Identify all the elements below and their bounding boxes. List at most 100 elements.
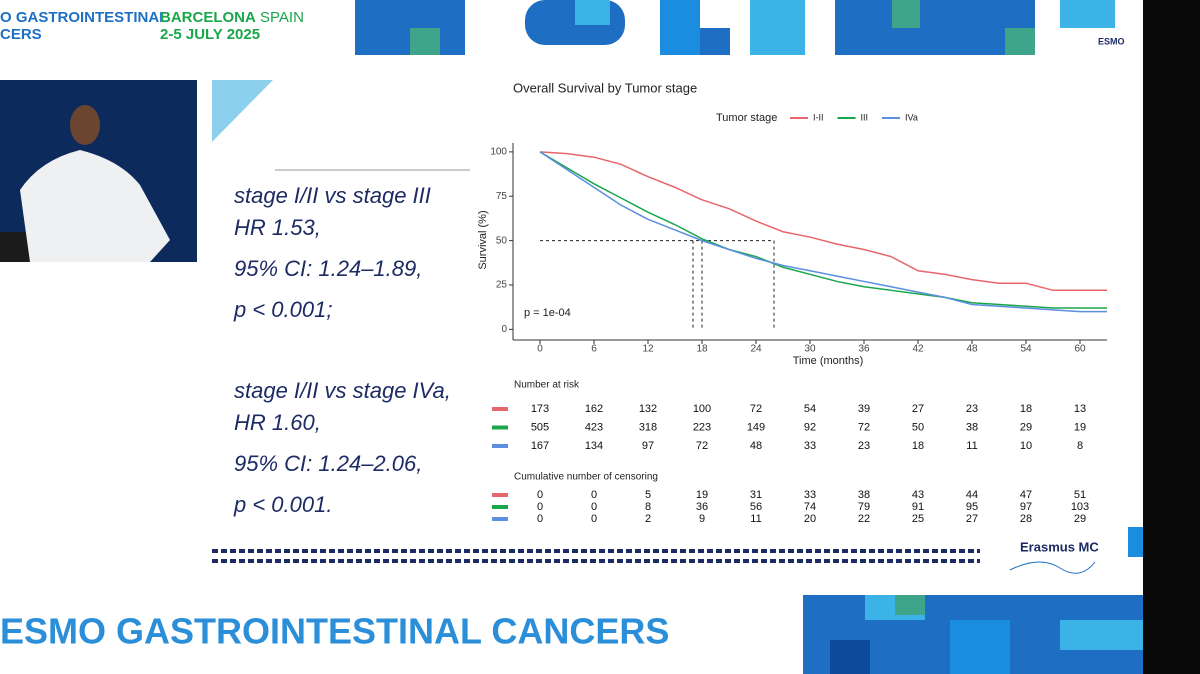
table-cell: 48 [750, 440, 762, 452]
legend-label: IVa [905, 112, 918, 122]
table-cell: 0 [537, 513, 543, 525]
table-cell: 54 [804, 403, 816, 415]
table-cell: 97 [642, 440, 654, 452]
table-cell: 23 [966, 403, 978, 415]
table-cell: 13 [1074, 403, 1086, 415]
table-cell: 2 [645, 513, 651, 525]
stat-line: HR 1.53, [234, 215, 321, 240]
institution: Erasmus MC [1020, 539, 1099, 554]
y-tick-label: 0 [501, 324, 507, 335]
country: SPAIN [260, 9, 304, 26]
table-cell: 25 [912, 513, 924, 525]
table-cell: 22 [858, 513, 870, 525]
decor [1128, 527, 1143, 557]
table-cell: 9 [699, 513, 705, 525]
table-cell: 11 [750, 513, 761, 525]
dates: 2-5 JULY 2025 [160, 26, 260, 43]
table-cell: 19 [696, 489, 708, 501]
table-cell: 103 [1071, 501, 1089, 513]
table-cell: 47 [1020, 489, 1032, 501]
table-cell: 0 [537, 501, 543, 513]
x-tick-label: 30 [804, 344, 816, 355]
x-tick-label: 60 [1074, 344, 1086, 355]
table-cell: 31 [750, 489, 762, 501]
table-cell: 38 [966, 421, 978, 433]
table-cell: 8 [1077, 440, 1083, 452]
footer-banner: ESMO GASTROINTESTINAL CANCERS [0, 611, 669, 652]
y-tick-label: 50 [496, 235, 508, 246]
table-cell: 167 [531, 440, 549, 452]
signature [1009, 561, 1096, 574]
table-cell: 91 [912, 501, 924, 513]
chart-title: Overall Survival by Tumor stage [513, 80, 697, 95]
x-tick-label: 42 [912, 344, 924, 355]
x-tick-label: 18 [696, 344, 708, 355]
x-tick-label: 12 [642, 344, 654, 355]
y-axis-label: Survival (%) [477, 210, 489, 269]
table-cell: 97 [1020, 501, 1032, 513]
legend-label: III [861, 112, 869, 122]
annotation: p = 1e-04 [524, 307, 571, 319]
stat-line: stage I/II vs stage IVa, [234, 378, 451, 403]
table-cell: 74 [804, 501, 816, 513]
table-cell: 50 [912, 421, 924, 433]
table-cell: 72 [696, 440, 708, 452]
table-cell: 18 [1020, 403, 1032, 415]
stat-line: HR 1.60, [234, 410, 321, 435]
x-tick-label: 48 [966, 344, 978, 355]
table-cell: 423 [585, 421, 603, 433]
city: BARCELONA [160, 9, 256, 26]
speaker-video [0, 80, 197, 262]
table-cell: 43 [912, 489, 924, 501]
table-cell: 173 [531, 403, 549, 415]
x-tick-label: 54 [1020, 344, 1032, 355]
legend-label: I-II [813, 112, 824, 122]
table-cell: 28 [1020, 513, 1032, 525]
table-cell: 36 [696, 501, 708, 513]
legend-title: Tumor stage [716, 112, 777, 124]
table-cell: 134 [585, 440, 603, 452]
table-cell: 5 [645, 489, 651, 501]
table-cell: 19 [1074, 421, 1086, 433]
table-cell: 132 [639, 403, 657, 415]
x-tick-label: 36 [858, 344, 870, 355]
side-bar [1143, 0, 1200, 674]
table-cell: 95 [966, 501, 978, 513]
stat-line: p < 0.001. [233, 492, 332, 517]
x-tick-label: 24 [750, 344, 762, 355]
table-cell: 100 [693, 403, 711, 415]
stat-line: 95% CI: 1.24–2.06, [234, 451, 422, 476]
table-cell: 318 [639, 421, 657, 433]
x-tick-label: 0 [537, 344, 543, 355]
table-cell: 23 [858, 440, 870, 452]
table-cell: 27 [966, 513, 978, 525]
x-axis-label: Time (months) [793, 355, 864, 367]
y-tick-label: 100 [490, 147, 507, 158]
survival-curve [539, 151, 1107, 309]
stat-line: stage I/II vs stage III [234, 183, 431, 208]
table-cell: 51 [1074, 489, 1086, 501]
table-title: Number at risk [514, 380, 580, 391]
table-cell: 0 [537, 489, 543, 501]
logo: ESMO [1098, 36, 1125, 46]
table-cell: 29 [1074, 513, 1086, 525]
table-cell: 10 [1020, 440, 1032, 452]
table-cell: 0 [591, 501, 597, 513]
table-cell: 38 [858, 489, 870, 501]
table-title: Cumulative number of censoring [514, 472, 658, 483]
table-cell: 79 [858, 501, 870, 513]
table-cell: 8 [645, 501, 651, 513]
table-cell: 44 [966, 489, 978, 501]
km-chart: Overall Survival by Tumor stage025507510… [477, 80, 1107, 525]
table-cell: 162 [585, 403, 603, 415]
table-cell: 223 [693, 421, 711, 433]
y-tick-label: 25 [496, 280, 508, 291]
table-cell: 72 [858, 421, 870, 433]
footer-mosaic [803, 595, 1143, 674]
survival-curve [539, 151, 1107, 313]
header-mosaic [355, 0, 1115, 55]
location: BARCELONA SPAIN [160, 9, 304, 26]
table-cell: 92 [804, 421, 816, 433]
table-cell: 33 [804, 489, 816, 501]
